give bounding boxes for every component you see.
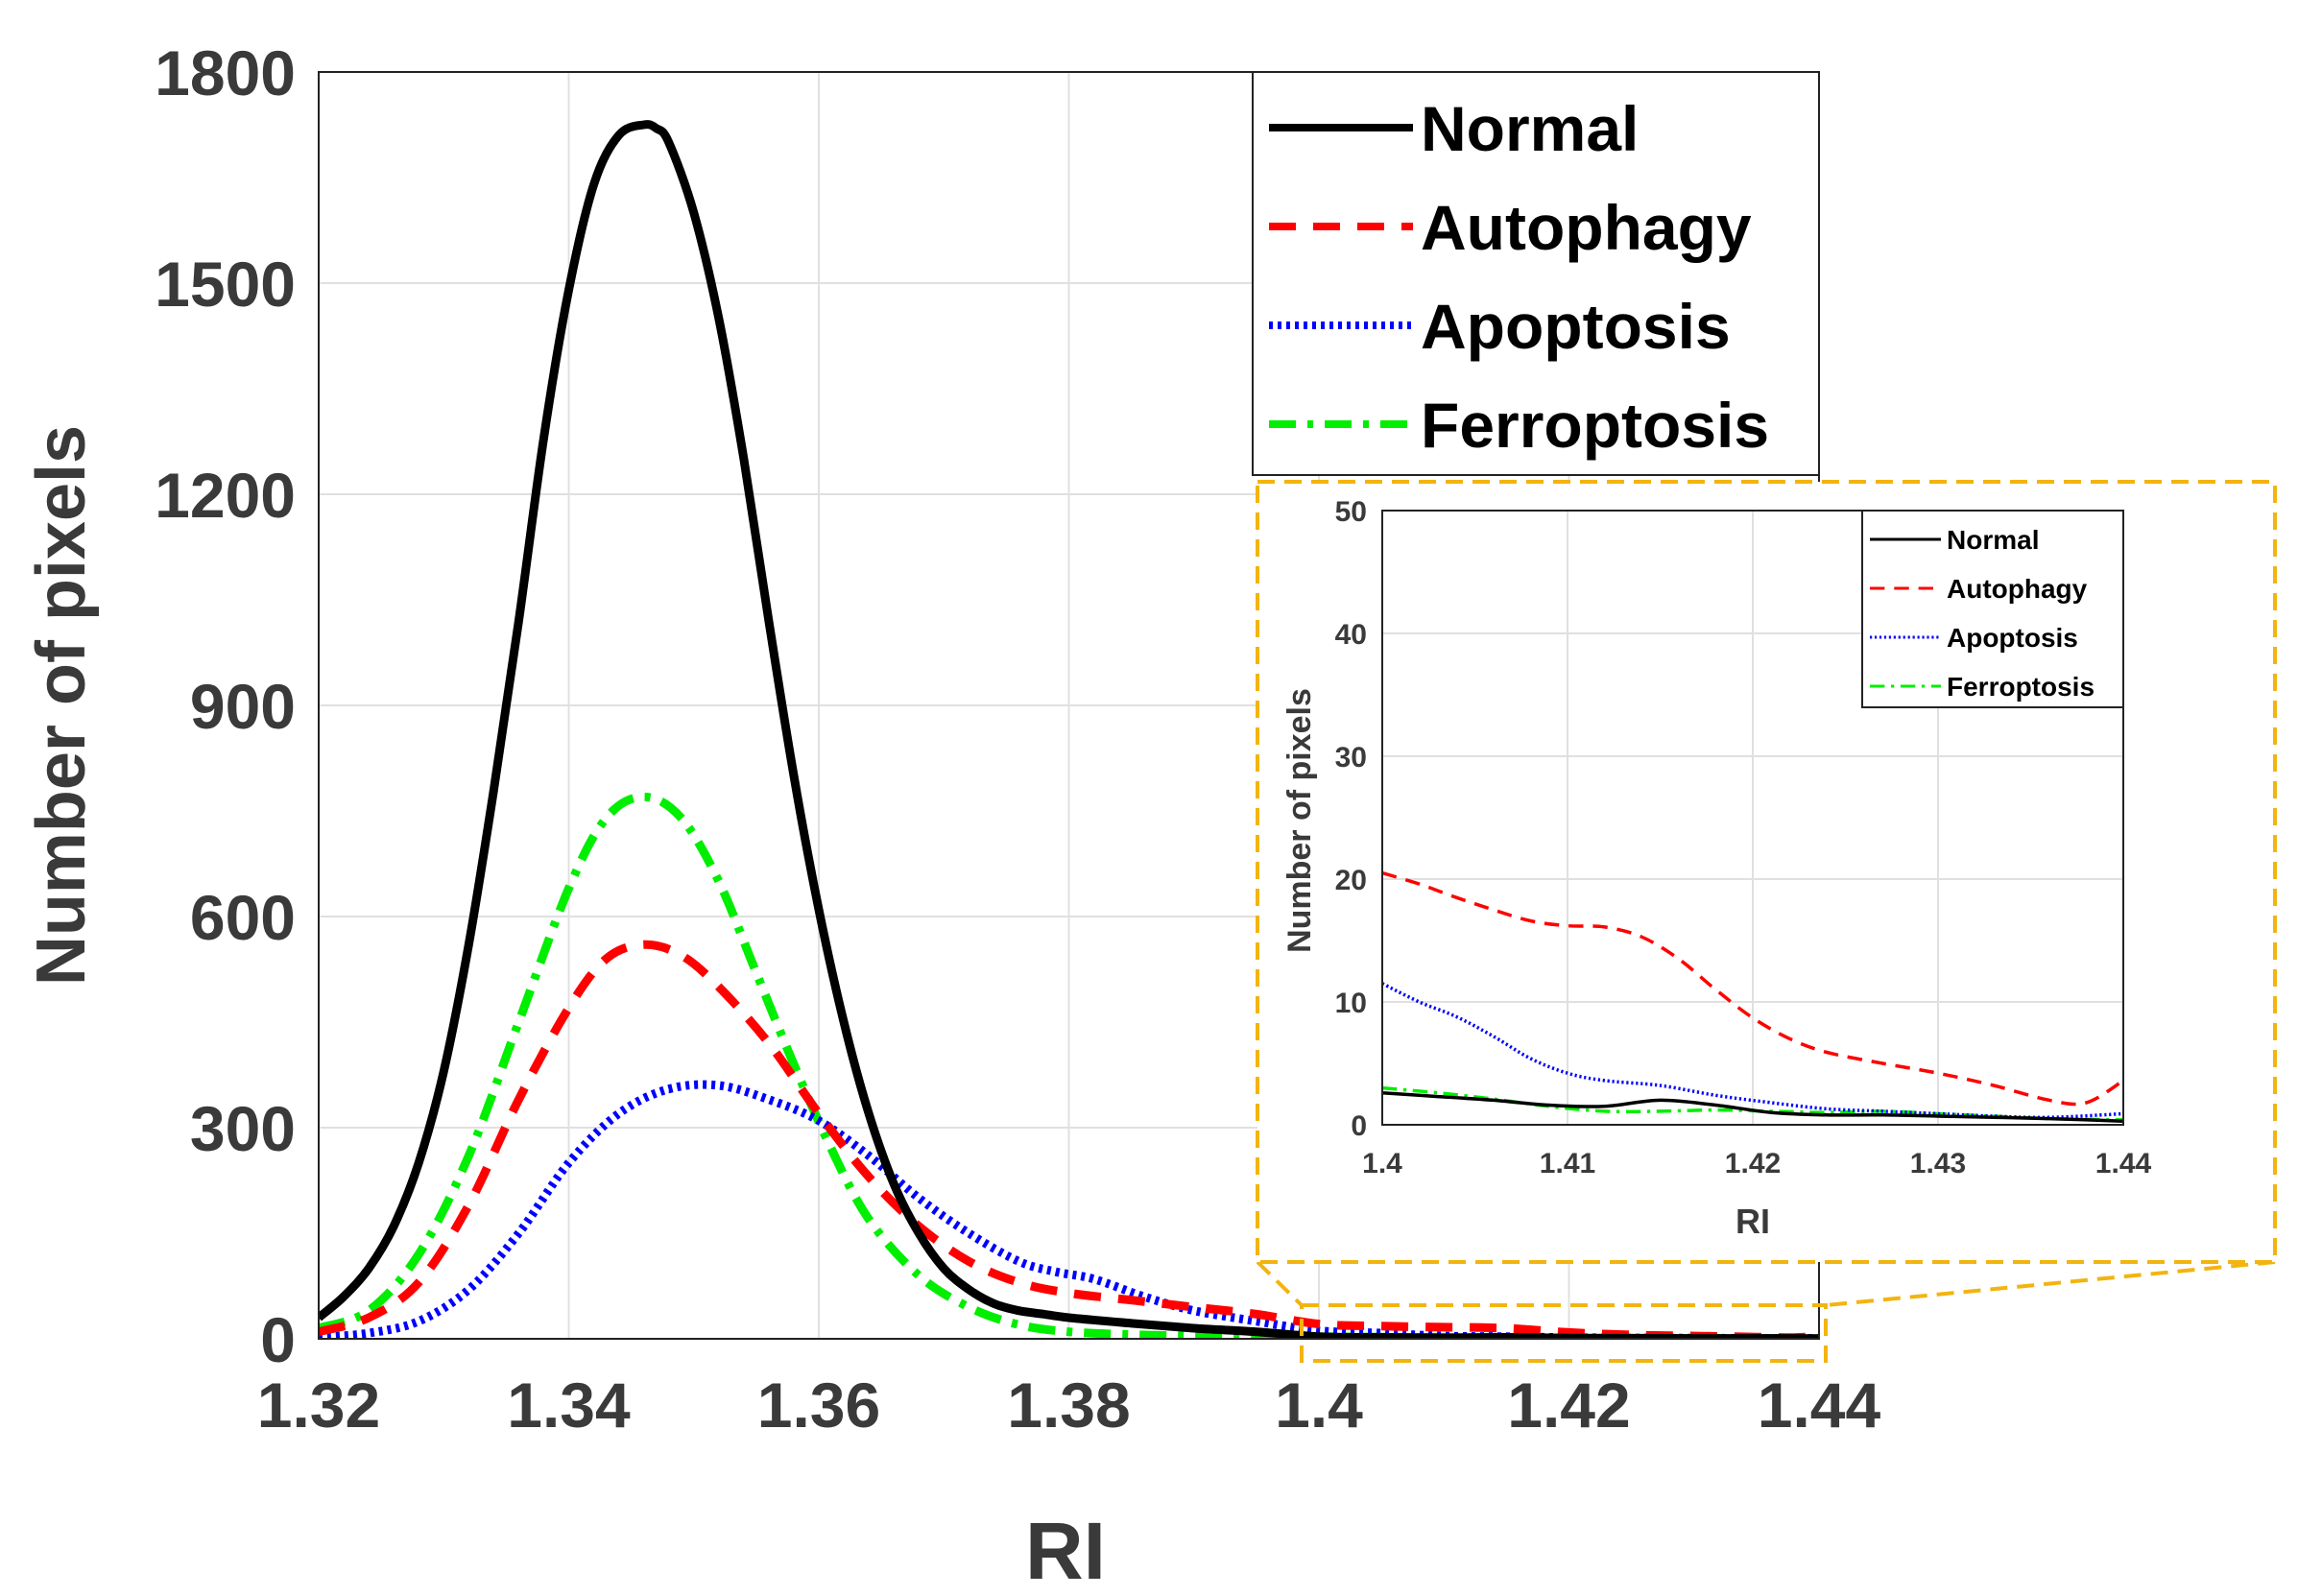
- main-legend-box: [1252, 71, 1820, 476]
- inset-y-tick-30: 30: [1335, 742, 1367, 774]
- main-x-tick-labels: 1.32 1.34 1.36 1.38 1.4 1.42 1.44: [257, 1370, 1881, 1441]
- inset-y-tick-10: 10: [1335, 988, 1367, 1019]
- main-x-tick-1-34: 1.34: [507, 1370, 631, 1441]
- inset-legend-label-ferroptosis: Ferroptosis: [1947, 672, 2095, 702]
- main-legend-label-autophagy: Autophagy: [1421, 192, 1752, 263]
- main-legend: Normal Autophagy Apoptosis Ferroptosis: [1252, 71, 1820, 476]
- main-x-axis-label: RI: [1025, 1506, 1106, 1596]
- inset-y-tick-20: 20: [1335, 865, 1367, 896]
- main-legend-label-ferroptosis: Ferroptosis: [1421, 390, 1769, 461]
- inset-x-tick-1-43: 1.43: [1910, 1148, 1966, 1179]
- inset-y-tick-40: 40: [1335, 619, 1367, 651]
- main-legend-label-normal: Normal: [1421, 93, 1639, 164]
- main-y-tick-300: 300: [190, 1093, 296, 1164]
- main-y-tick-labels: 0 300 600 900 1200 1500 1800: [155, 37, 296, 1375]
- main-x-tick-1-42: 1.42: [1507, 1370, 1630, 1441]
- main-y-tick-600: 600: [190, 882, 296, 953]
- main-y-tick-1500: 1500: [155, 249, 296, 320]
- main-series-lines: [319, 120, 1819, 1339]
- inset-legend-label-normal: Normal: [1947, 525, 2039, 555]
- inset-y-tick-labels: 0 10 20 30 40 50: [1335, 496, 1367, 1142]
- zoom-region-box: [1300, 1303, 1828, 1363]
- inset-x-tick-1-42: 1.42: [1725, 1148, 1781, 1179]
- inset-y-tick-0: 0: [1351, 1110, 1367, 1142]
- main-x-tick-1-4: 1.4: [1275, 1370, 1363, 1441]
- main-legend-label-apoptosis: Apoptosis: [1421, 291, 1731, 362]
- main-x-tick-1-36: 1.36: [757, 1370, 880, 1441]
- main-x-tick-1-38: 1.38: [1007, 1370, 1130, 1441]
- main-x-tick-1-44: 1.44: [1758, 1370, 1881, 1441]
- main-y-tick-1200: 1200: [155, 460, 296, 531]
- zoom-indicator: [1256, 1260, 2276, 1363]
- main-y-axis-label: Number of pixels: [23, 425, 100, 986]
- inset-legend-box: [1861, 510, 2124, 708]
- inset-legend-label-apoptosis: Apoptosis: [1947, 623, 2078, 653]
- main-y-tick-1800: 1800: [155, 37, 296, 108]
- inset-chart: 0 10 20 30 40 50 1.4 1.41 1.42 1.43 1.44 RI Numbe…: [1256, 480, 2277, 1264]
- inset-plot-frame: [1381, 510, 2124, 1126]
- inset-y-axis-label: Number of pixels: [1281, 688, 1318, 953]
- main-x-tick-1-32: 1.32: [257, 1370, 380, 1441]
- zoom-connector-right: [1825, 1260, 2276, 1307]
- inset-x-tick-1-44: 1.44: [2095, 1148, 2152, 1179]
- main-series-autophagy: [319, 940, 1819, 1339]
- main-series-normal: [319, 120, 1819, 1339]
- inset-x-axis-label: RI: [1735, 1202, 1770, 1241]
- inset-series-lines: [1382, 870, 2123, 1123]
- inset-x-tick-1-41: 1.41: [1540, 1148, 1595, 1179]
- inset-series-autophagy: [1382, 870, 2123, 1107]
- inset-y-tick-50: 50: [1335, 496, 1367, 528]
- inset-x-tick-labels: 1.4 1.41 1.42 1.43 1.44: [1362, 1148, 2151, 1179]
- inset-legend-label-autophagy: Autophagy: [1947, 574, 2088, 604]
- inset-series-normal: [1382, 1090, 2123, 1123]
- inset-legend: Normal Autophagy Apoptosis Ferroptosis: [1861, 510, 2124, 708]
- main-y-tick-0: 0: [260, 1304, 296, 1375]
- zoom-connector-left: [1256, 1260, 1304, 1307]
- inset-x-tick-1-4: 1.4: [1362, 1148, 1402, 1179]
- main-y-tick-900: 900: [190, 671, 296, 742]
